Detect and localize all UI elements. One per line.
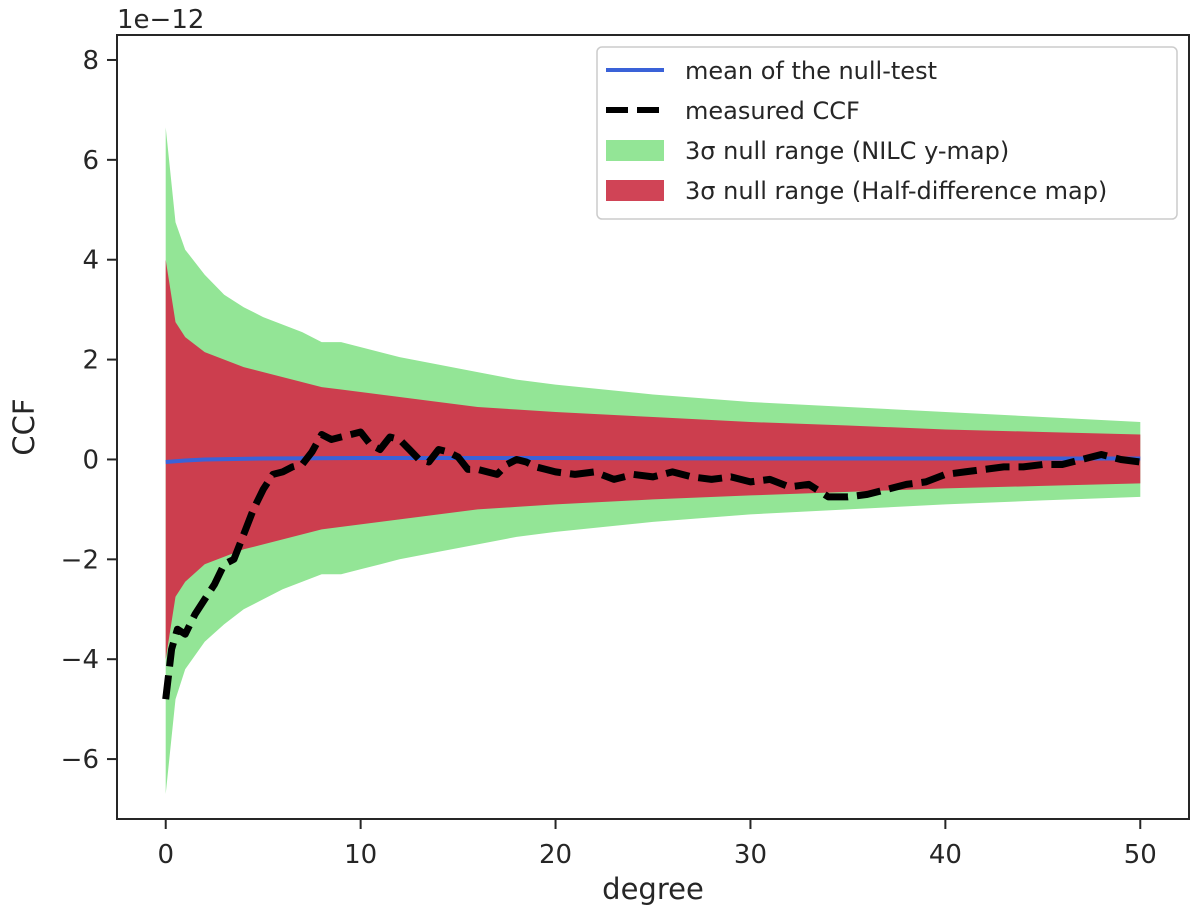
axes-frame-rect <box>116 34 1190 820</box>
x-axis-label: degree <box>602 872 704 906</box>
axes-frame <box>116 34 1190 820</box>
y-tick-label: 4 <box>82 246 99 276</box>
x-tick-label: 20 <box>539 840 572 870</box>
x-tick-label: 0 <box>157 840 174 870</box>
y-tick-label: 6 <box>82 146 99 176</box>
y-tick-label: −4 <box>61 645 99 675</box>
y-tick-label: 2 <box>82 346 99 376</box>
y-tick-label: 8 <box>82 46 99 76</box>
x-tick-label: 50 <box>1124 840 1157 870</box>
y-tick-label: 0 <box>82 445 99 475</box>
legend-halfdiff-swatch <box>606 180 664 201</box>
measured-ccf-line <box>162 428 1141 700</box>
legend-nilc-swatch <box>606 140 664 161</box>
legend-mean-label: mean of the null-test <box>685 57 937 85</box>
x-tick-label: 40 <box>929 840 962 870</box>
legend: mean of the null-test measured CCF 3σ nu… <box>596 46 1178 220</box>
y-offset-label: 1e−12 <box>117 5 204 35</box>
legend-box <box>596 46 1178 220</box>
x-tick-label: 10 <box>344 840 377 870</box>
ticks: 0 10 20 30 40 50 −6 −4 −2 0 2 4 6 8 <box>61 46 1157 870</box>
x-tick-label: 30 <box>734 840 767 870</box>
mean-null-test-line <box>165 456 1141 464</box>
legend-halfdiff-label: 3σ null range (Half-difference map) <box>685 177 1107 205</box>
lines-layer <box>162 428 1141 700</box>
y-axis-label: CCF <box>7 398 41 455</box>
legend-measured-label: measured CCF <box>685 97 860 125</box>
legend-nilc-label: 3σ null range (NILC y-map) <box>685 137 1009 165</box>
y-tick-label: −2 <box>61 545 99 575</box>
y-tick-label: −6 <box>61 745 99 775</box>
